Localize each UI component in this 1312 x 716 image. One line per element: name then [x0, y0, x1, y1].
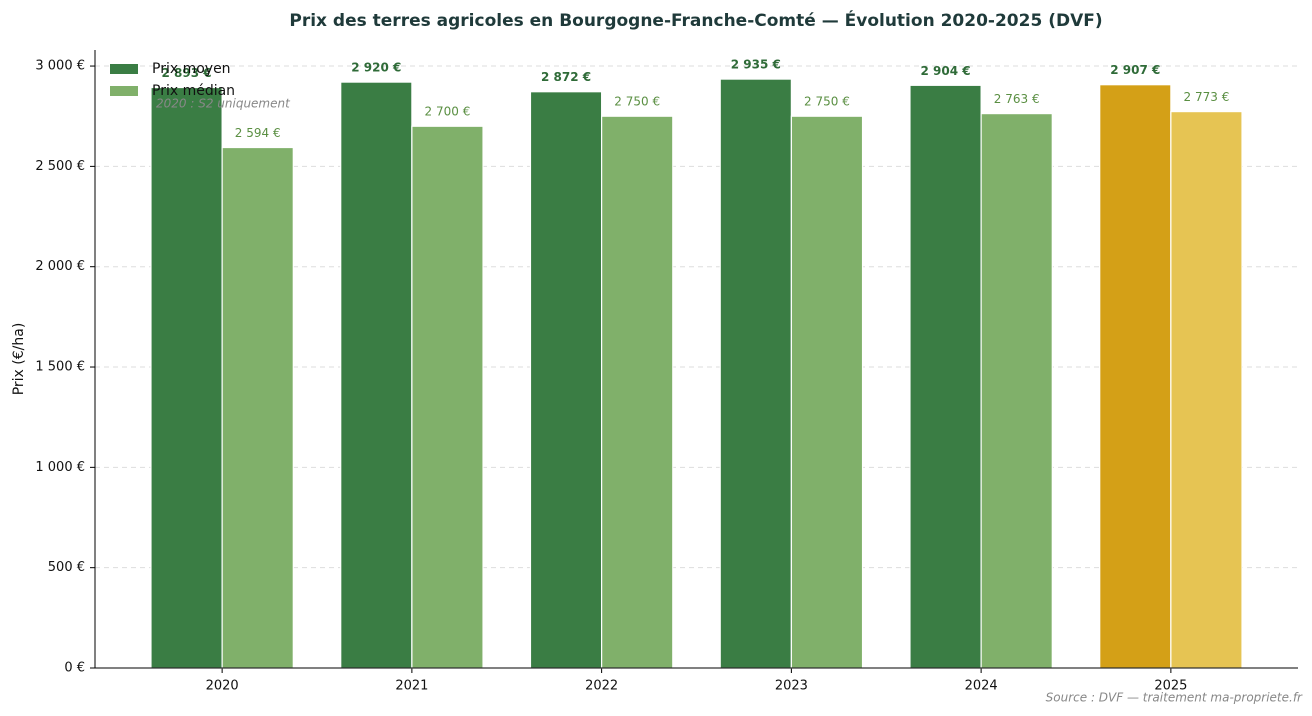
x-tick-label: 2022: [585, 679, 618, 694]
bar: [601, 115, 674, 669]
y-axis-label: Prix (€/ha): [11, 323, 27, 396]
value-label: 2 773 €: [1184, 90, 1230, 104]
y-tick-label: 500 €: [48, 560, 85, 575]
x-tick-label: 2025: [1154, 679, 1187, 694]
bar: [1099, 84, 1172, 669]
bar: [909, 84, 982, 669]
bar: [150, 86, 223, 669]
bar: [340, 81, 413, 669]
value-label: 2 893 €: [161, 66, 211, 80]
y-tick-label: 1 500 €: [35, 360, 85, 375]
value-label: 2 872 €: [541, 70, 591, 84]
value-label: 2 700 €: [425, 105, 471, 119]
x-tick-label: 2023: [775, 679, 808, 694]
value-label: 2 750 €: [804, 95, 850, 109]
bar: [221, 146, 294, 669]
value-label: 2 920 €: [351, 61, 401, 75]
legend-swatch: [110, 86, 138, 96]
chart-title: Prix des terres agricoles en Bourgogne-F…: [289, 9, 1102, 31]
value-label: 2 907 €: [1110, 63, 1160, 77]
bar: [719, 78, 792, 669]
bar: [1170, 110, 1243, 669]
bar: [411, 125, 484, 669]
y-tick-label: 2 000 €: [35, 259, 85, 274]
x-tick-label: 2020: [206, 679, 239, 694]
source: Source : DVF — traitement ma-propriete.f…: [1046, 691, 1303, 705]
bar: [790, 115, 864, 669]
annotation: 2020 : S2 uniquement: [156, 97, 291, 111]
value-label: 2 763 €: [994, 92, 1040, 106]
x-tick-label: 2021: [395, 679, 428, 694]
value-label: 2 935 €: [731, 58, 781, 72]
legend-label: Prix moyen: [152, 61, 231, 77]
bar: [529, 91, 603, 669]
legend-label: Prix médian: [152, 83, 235, 99]
legend-swatch: [110, 64, 138, 74]
x-tick-label: 2024: [965, 679, 998, 694]
y-tick-label: 3 000 €: [35, 59, 85, 74]
bar: [980, 113, 1053, 669]
y-tick-label: 0 €: [64, 661, 85, 676]
value-label: 2 594 €: [235, 126, 281, 140]
y-tick-label: 2 500 €: [35, 159, 85, 174]
value-label: 2 750 €: [614, 95, 660, 109]
value-label: 2 904 €: [920, 64, 970, 78]
y-tick-label: 1 000 €: [35, 460, 85, 475]
